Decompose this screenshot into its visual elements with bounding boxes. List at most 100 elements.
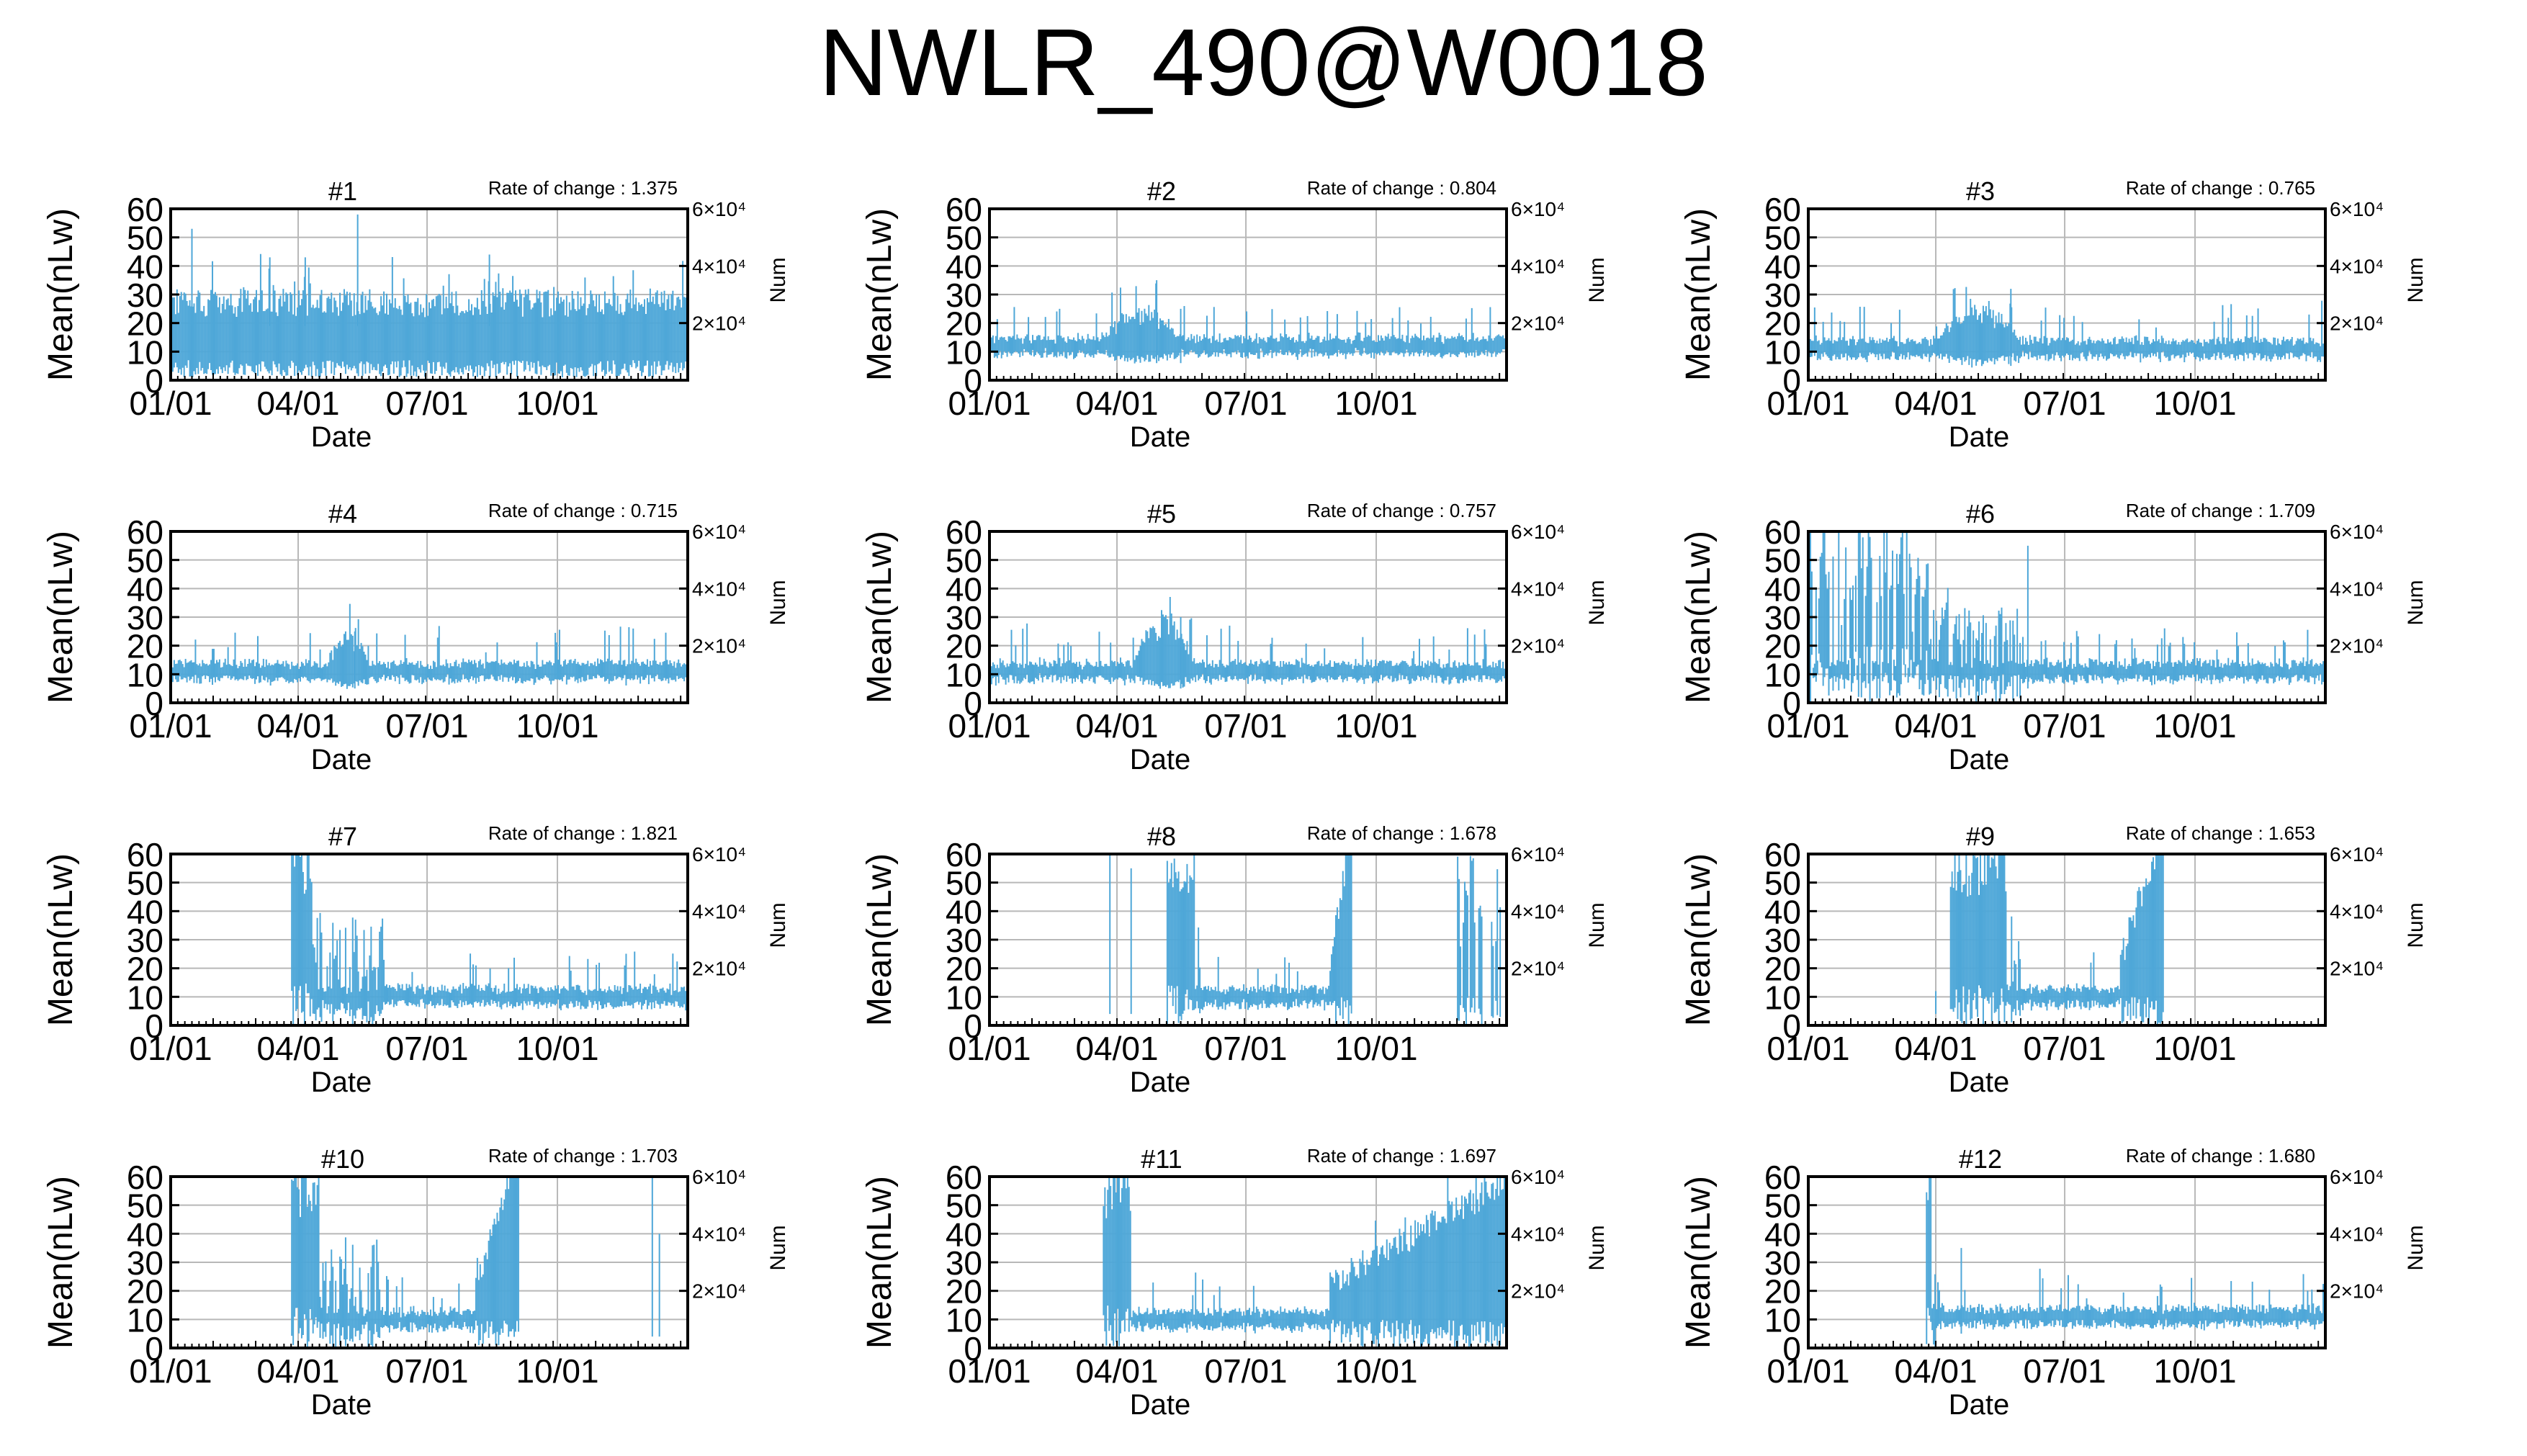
y-tick-label: 20 <box>1764 951 1801 988</box>
y-tick-label: 40 <box>127 1215 163 1253</box>
rate-of-change-label: Rate of change : 1.678 <box>1307 822 1496 844</box>
y-tick-label: 60 <box>1764 836 1801 873</box>
y-tick-label: 40 <box>946 1215 982 1253</box>
y2-tick-label: 4×10⁴ <box>692 900 746 922</box>
data-series <box>1949 854 2164 1025</box>
panel-title: #2 <box>1147 176 1176 206</box>
y2-tick-label: 2×10⁴ <box>692 313 746 335</box>
y2-tick-label: 2×10⁴ <box>2330 635 2384 657</box>
y2-axis-label: Num <box>2404 1225 2428 1270</box>
x-tick-label: 07/01 <box>2023 385 2106 422</box>
x-tick-label: 07/01 <box>385 707 468 745</box>
y-tick-label: 0 <box>145 685 163 722</box>
x-tick-label: 10/01 <box>2153 1030 2236 1067</box>
y-tick-label: 20 <box>946 305 982 343</box>
y-tick-label: 40 <box>127 570 163 608</box>
data-series <box>989 283 1507 364</box>
x-tick-label: 01/01 <box>129 385 212 422</box>
y2-tick-label: 6×10⁴ <box>2330 198 2384 220</box>
y-tick-label: 10 <box>946 1301 982 1339</box>
data-series <box>1808 287 2326 368</box>
y2-tick-label: 6×10⁴ <box>692 521 746 543</box>
y2-tick-label: 2×10⁴ <box>692 958 746 980</box>
y2-tick-label: 2×10⁴ <box>692 635 746 657</box>
y-axis-label: Mean(nLw) <box>861 1176 899 1349</box>
y-tick-label: 0 <box>1782 362 1801 400</box>
y-axis-label: Mean(nLw) <box>42 1176 80 1349</box>
x-tick-label: 01/01 <box>1767 385 1849 422</box>
x-tick-label: 04/01 <box>1075 1352 1158 1390</box>
x-tick-label: 07/01 <box>1204 707 1287 745</box>
panel-title: #4 <box>328 499 357 529</box>
y2-tick-label: 4×10⁴ <box>692 578 746 600</box>
panel-title: #7 <box>328 822 357 851</box>
y2-tick-label: 6×10⁴ <box>2330 1166 2384 1188</box>
y-tick-label: 30 <box>1764 922 1801 959</box>
y-tick-label: 10 <box>946 333 982 371</box>
y-axis-label: Mean(nLw) <box>1679 531 1718 704</box>
y2-tick-label: 4×10⁴ <box>1511 578 1565 600</box>
x-tick-label: 04/01 <box>1075 1030 1158 1067</box>
y-tick-label: 60 <box>946 191 982 228</box>
y-tick-label: 10 <box>1764 656 1801 693</box>
x-tick-label: 01/01 <box>948 385 1031 422</box>
x-tick-label: 10/01 <box>516 385 598 422</box>
y2-tick-label: 2×10⁴ <box>1511 1280 1565 1303</box>
y-tick-label: 0 <box>145 1007 163 1045</box>
y-tick-label: 0 <box>1782 1007 1801 1045</box>
y2-tick-label: 6×10⁴ <box>1511 1166 1565 1188</box>
y2-tick-label: 2×10⁴ <box>2330 313 2384 335</box>
data-series <box>1103 1177 1507 1348</box>
x-axis-label: Date <box>311 421 372 453</box>
y-tick-label: 60 <box>127 513 163 551</box>
y2-axis-label: Num <box>766 580 790 625</box>
x-tick-label: 01/01 <box>1767 1030 1849 1067</box>
panel-title: #8 <box>1147 822 1176 851</box>
y2-tick-label: 6×10⁴ <box>692 843 746 866</box>
y-tick-label: 30 <box>127 1244 163 1282</box>
chart-panel: #5 Rate of change : 0.757 0 10 20 30 40 50 60 01/… <box>819 487 1661 811</box>
y-tick-label: 60 <box>127 836 163 873</box>
x-tick-label: 07/01 <box>385 1352 468 1390</box>
y-tick-label: 20 <box>946 628 982 665</box>
x-tick-label: 07/01 <box>385 385 468 422</box>
y-tick-label: 50 <box>946 865 982 902</box>
data-series <box>1166 854 1507 1025</box>
data-series <box>291 854 688 1025</box>
y2-tick-label: 6×10⁴ <box>692 1166 746 1188</box>
y2-axis-label: Num <box>2404 580 2428 625</box>
x-axis-label: Date <box>1130 1066 1191 1098</box>
y-tick-label: 20 <box>946 1273 982 1311</box>
y-tick-label: 30 <box>946 1244 982 1282</box>
chart-panel: #9 Rate of change : 1.653 0 10 20 30 40 50 60 01/… <box>1638 809 2480 1133</box>
y-tick-label: 0 <box>964 1330 982 1367</box>
x-tick-label: 04/01 <box>1894 385 1977 422</box>
x-tick-label: 10/01 <box>1334 385 1417 422</box>
y2-axis-label: Num <box>1585 1225 1609 1270</box>
rate-of-change-label: Rate of change : 0.757 <box>1307 500 1496 521</box>
x-tick-label: 10/01 <box>2153 1352 2236 1390</box>
y-tick-label: 60 <box>1764 191 1801 228</box>
panel-title: #5 <box>1147 499 1176 529</box>
y-tick-label: 50 <box>1764 865 1801 902</box>
y-tick-label: 10 <box>1764 1301 1801 1339</box>
data-series <box>170 253 688 378</box>
chart-panel: #4 Rate of change : 0.715 0 10 20 30 40 50 60 01/… <box>0 487 843 811</box>
x-tick-label: 10/01 <box>1334 1352 1417 1390</box>
x-tick-label: 10/01 <box>1334 707 1417 745</box>
y2-axis-label: Num <box>1585 257 1609 302</box>
y-axis-label: Mean(nLw) <box>42 531 80 704</box>
y-tick-label: 60 <box>946 1159 982 1196</box>
chart-panel: #3 Rate of change : 0.765 0 10 20 30 40 50 60 01/… <box>1638 164 2480 488</box>
rate-of-change-label: Rate of change : 1.680 <box>2126 1145 2315 1167</box>
y-tick-label: 0 <box>1782 685 1801 722</box>
panel-title: #6 <box>1966 499 1995 529</box>
x-tick-label: 04/01 <box>1894 707 1977 745</box>
x-axis-label: Date <box>1949 744 2010 776</box>
